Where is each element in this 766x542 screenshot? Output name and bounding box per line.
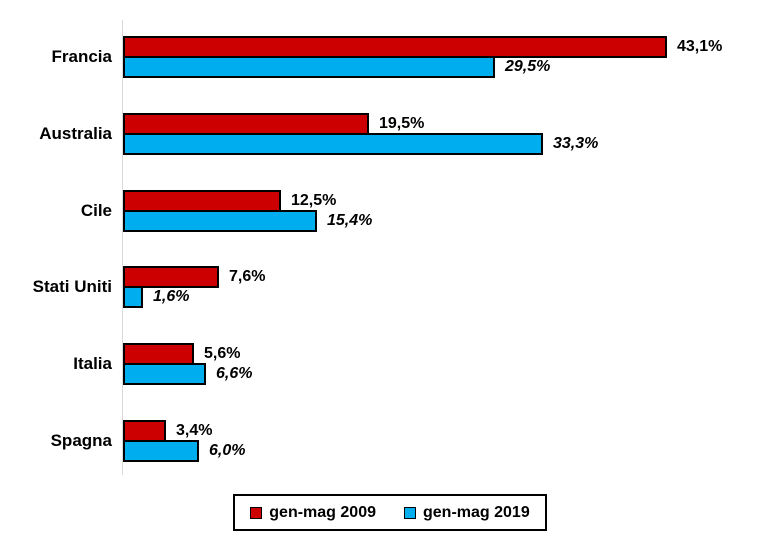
chart-row-stati-uniti: Stati Uniti 7,6% 1,6% xyxy=(0,266,766,308)
bar-2019 xyxy=(123,210,317,232)
chart-row-australia: Australia 19,5% 33,3% xyxy=(0,113,766,155)
y-axis-line xyxy=(122,20,123,475)
bar-2009 xyxy=(123,420,166,442)
bar-2009 xyxy=(123,36,667,58)
chart-row-cile: Cile 12,5% 15,4% xyxy=(0,190,766,232)
category-label: Australia xyxy=(39,124,112,143)
bar-2009 xyxy=(123,113,369,135)
legend-swatch-2019-icon xyxy=(404,506,416,519)
value-label-2019: 15,4% xyxy=(327,212,373,229)
category-label: Spagna xyxy=(50,431,112,450)
legend-item-2019: gen-mag 2019 xyxy=(404,504,530,522)
category-label: Francia xyxy=(51,47,112,66)
chart-row-francia: Francia 43,1% 29,5% xyxy=(0,36,766,78)
bar-2009 xyxy=(123,190,281,212)
chart-row-spagna: Spagna 3,4% 6,0% xyxy=(0,420,766,462)
category-label: Cile xyxy=(80,201,112,220)
legend-label-2009: gen-mag 2009 xyxy=(269,503,376,521)
bar-2019 xyxy=(123,286,143,308)
category-label: Stati Uniti xyxy=(32,277,112,296)
value-label-2009: 3,4% xyxy=(176,422,213,439)
value-label-2019: 33,3% xyxy=(553,135,599,152)
value-label-2009: 43,1% xyxy=(677,38,723,55)
bar-2019 xyxy=(123,133,543,155)
value-label-2019: 29,5% xyxy=(505,58,551,75)
value-label-2019: 6,0% xyxy=(209,442,246,459)
chart-row-italia: Italia 5,6% 6,6% xyxy=(0,343,766,385)
value-label-2019: 6,6% xyxy=(216,365,253,382)
legend-item-2009: gen-mag 2009 xyxy=(250,504,376,522)
category-label: Italia xyxy=(73,354,112,373)
legend-swatch-2009-icon xyxy=(250,506,263,519)
bar-2019 xyxy=(123,56,495,78)
legend: gen-mag 2009 gen-mag 2019 xyxy=(233,494,547,531)
bar-2019 xyxy=(123,363,206,385)
bar-2019 xyxy=(123,440,199,462)
value-label-2019: 1,6% xyxy=(153,288,190,305)
value-label-2009: 19,5% xyxy=(379,115,425,132)
bar-2009 xyxy=(123,266,219,288)
legend-label-2019: gen-mag 2019 xyxy=(423,503,530,521)
bar-2009 xyxy=(123,343,194,365)
value-label-2009: 5,6% xyxy=(204,345,241,362)
value-label-2009: 12,5% xyxy=(291,192,337,209)
value-label-2009: 7,6% xyxy=(229,268,266,285)
